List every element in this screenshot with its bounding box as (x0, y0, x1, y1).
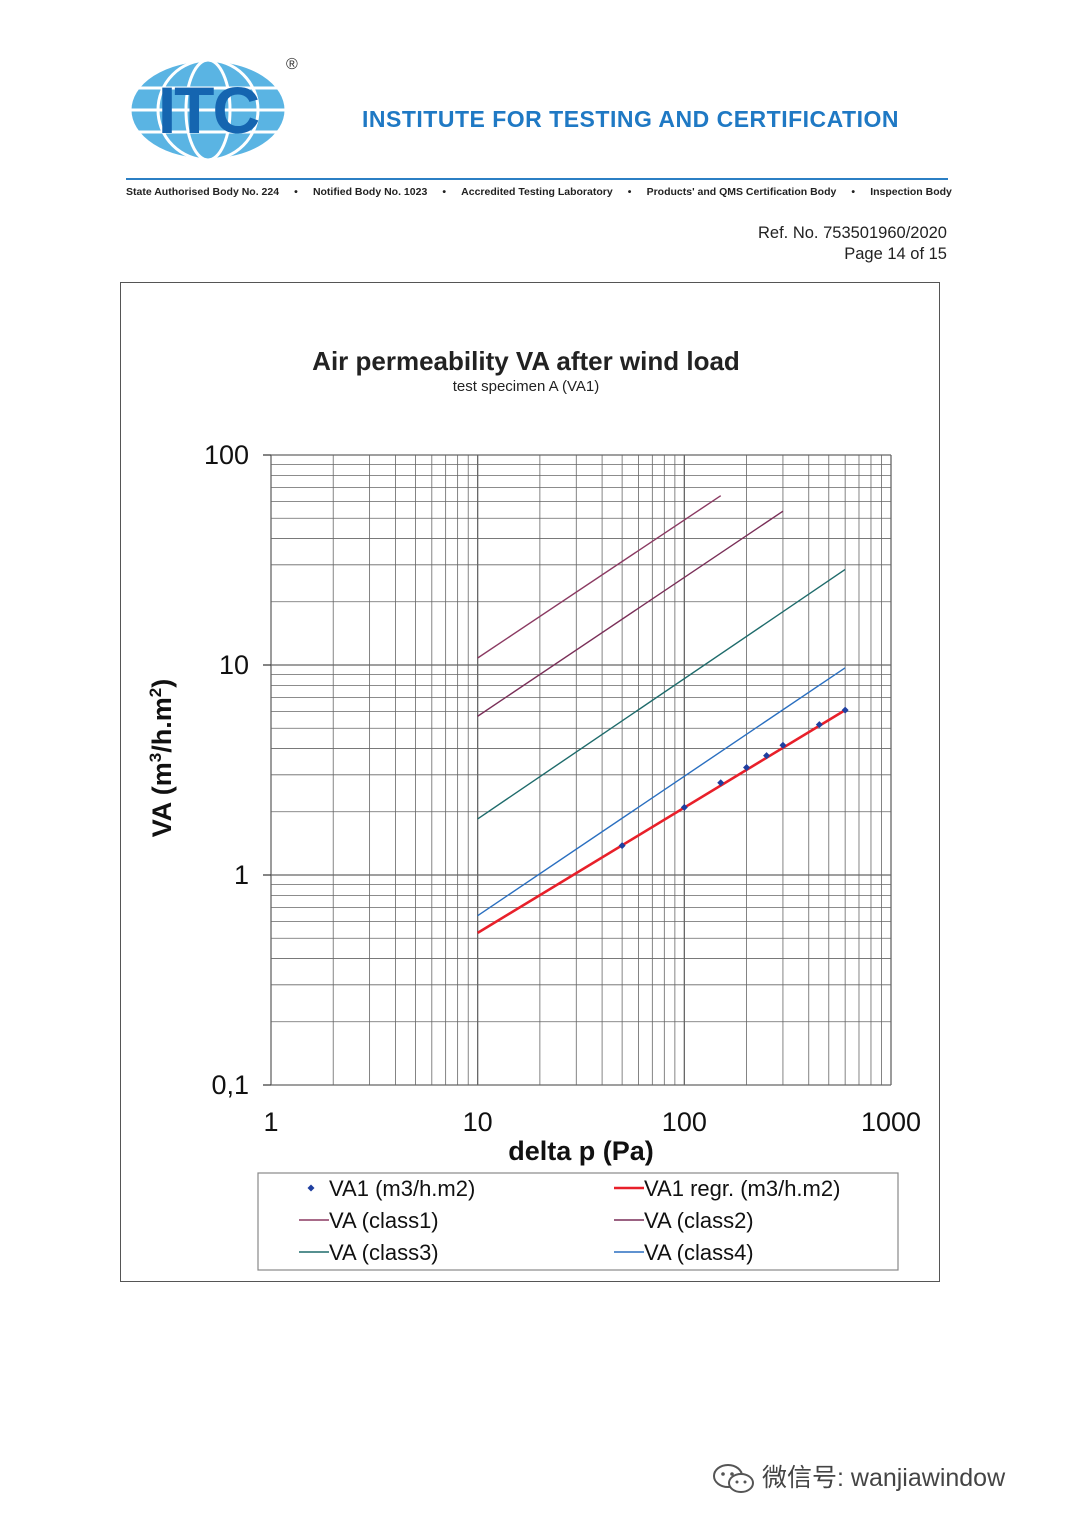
data-point (763, 752, 771, 760)
legend-label: VA (class4) (644, 1240, 754, 1265)
y-tick-label: 100 (204, 440, 249, 470)
accreditation-item: Accredited Testing Laboratory (461, 186, 613, 198)
watermark: 微信号: wanjiawindow (712, 1458, 1005, 1496)
y-tick-label: 1 (234, 860, 249, 890)
legend-label: VA1 (m3/h.m2) (329, 1176, 475, 1201)
series-line-3 (477, 510, 784, 717)
data-point (680, 803, 688, 811)
data-point (717, 779, 725, 787)
data-point (779, 741, 787, 749)
page-number: Page 14 of 15 (844, 245, 947, 263)
bullet-separator: • (294, 186, 298, 198)
ref-number: Ref. No. 753501960/2020 (758, 224, 947, 242)
legend: VA1 (m3/h.m2) VA1 regr. (m3/h.m2) VA (clas… (299, 1176, 840, 1265)
y-tick-label: 10 (219, 650, 249, 680)
bullet-separator: • (627, 186, 632, 198)
legend-marker (307, 1184, 315, 1192)
series-group (476, 495, 849, 935)
accreditation-line: State Authorised Body No. 224 • Notified B… (126, 186, 952, 198)
logo-letters: ITC (158, 73, 259, 147)
data-point (841, 706, 849, 714)
data-point (743, 764, 751, 772)
bullet-separator: • (442, 186, 447, 198)
itc-logo: ITC ® (128, 56, 298, 162)
legend-label: VA (class3) (329, 1240, 439, 1265)
wechat-icon (713, 1464, 754, 1494)
chart-subtitle: test specimen A (VA1) (453, 378, 599, 395)
tick-labels: 1 10 100 1000 0,1 1 10 100 (204, 440, 921, 1137)
y-axis-label: VA (m3/h.m2) (146, 679, 177, 837)
data-point (618, 842, 626, 850)
chart-title: Air permeability VA after wind load (312, 346, 740, 376)
chart-frame: Air permeability VA after wind load test… (120, 282, 940, 1282)
registered-mark: ® (286, 56, 298, 73)
air-permeability-chart: Air permeability VA after wind load test… (146, 346, 921, 1271)
legend-label: VA (class1) (329, 1208, 439, 1233)
data-point (815, 721, 823, 729)
grid (263, 454, 892, 1086)
series-line-2 (477, 495, 722, 659)
reference-block: Ref. No. 753501960/2020 Page 14 of 15 (758, 223, 947, 265)
legend-label: VA (class2) (644, 1208, 754, 1233)
accreditation-item: Products' and QMS Certification Body (646, 186, 837, 198)
series-line-4 (477, 568, 846, 820)
y-tick-label: 0,1 (211, 1070, 249, 1100)
series-line-5 (477, 667, 846, 917)
x-tick-label: 100 (662, 1107, 707, 1137)
x-axis-label: delta p (Pa) (508, 1136, 654, 1166)
bullet-separator: • (851, 186, 856, 198)
accreditation-item: Notified Body No. 1023 (312, 186, 428, 198)
accreditation-item: Inspection Body (870, 186, 952, 198)
x-tick-label: 1000 (861, 1107, 921, 1137)
institute-name: INSTITUTE FOR TESTING AND CERTIFICATION (362, 106, 899, 132)
legend-label: VA1 regr. (m3/h.m2) (644, 1176, 840, 1201)
header-divider (126, 178, 948, 180)
x-tick-label: 1 (263, 1107, 278, 1137)
series-line-1 (476, 708, 846, 935)
accreditation-item: State Authorised Body No. 224 (126, 186, 280, 198)
watermark-text: 微信号: wanjiawindow (762, 1464, 1006, 1492)
legend-box (257, 1172, 899, 1271)
x-tick-label: 10 (463, 1107, 493, 1137)
